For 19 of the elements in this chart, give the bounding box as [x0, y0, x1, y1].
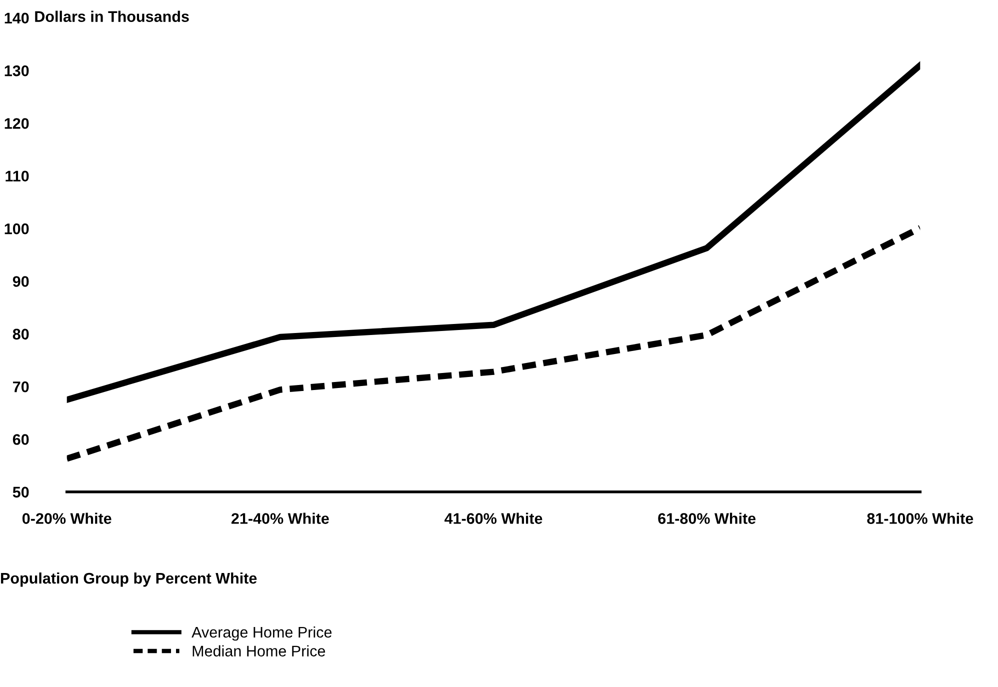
- y-tick-label: 80: [12, 328, 29, 340]
- y-tick-label: 120: [4, 118, 29, 129]
- y-tick-label: 90: [12, 276, 29, 287]
- y-tick-label: 50: [12, 486, 29, 498]
- x-tick-label: 0-20% White: [22, 512, 112, 524]
- legend-label: Median Home Price: [192, 645, 326, 656]
- x-tick-label: 21-40% White: [231, 512, 329, 524]
- x-tick-label: 61-80% White: [658, 512, 756, 524]
- y-tick-label: 140: [4, 12, 29, 24]
- x-tick-label: 81-100% White: [867, 512, 974, 524]
- y-tick-label: 70: [13, 381, 29, 392]
- y-tick-label: 60: [12, 434, 29, 445]
- y-axis-title: Dollars in Thousands: [35, 10, 189, 22]
- x-axis-title: Population Group by Percent White: [1, 572, 257, 587]
- y-tick-label: 100: [4, 223, 29, 234]
- x-tick-label: 41-60% White: [444, 512, 542, 524]
- y-tick-label: 130: [4, 65, 29, 76]
- legend-label: Average Home Price: [192, 626, 332, 641]
- y-tick-label: 110: [6, 170, 29, 182]
